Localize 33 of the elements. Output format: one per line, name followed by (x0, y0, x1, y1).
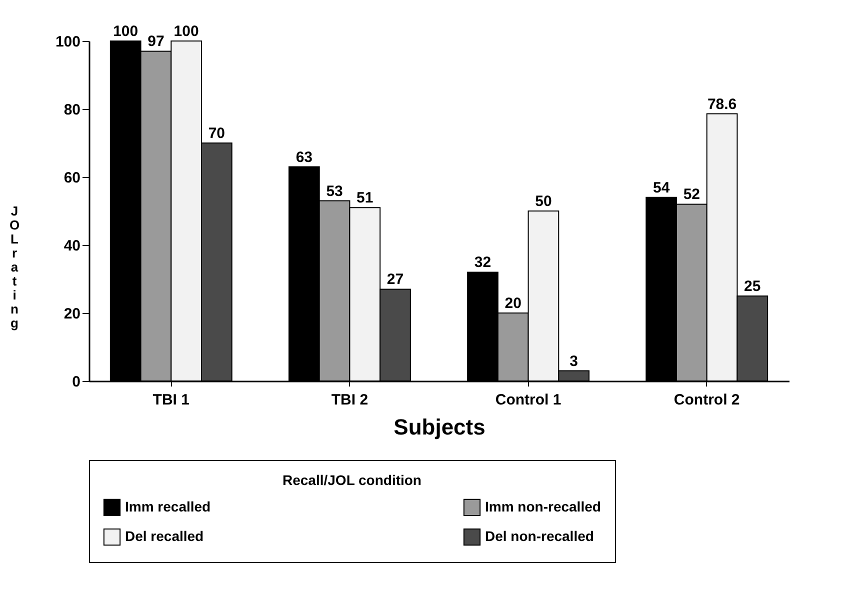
x-tick-label: TBI 2 (331, 392, 368, 408)
y-tick-label: 0 (72, 374, 80, 390)
y-tick-label: 20 (64, 306, 80, 322)
y-tick-label: 100 (55, 34, 80, 50)
legend-title: Recall/JOL condition (282, 472, 422, 488)
data-label: 20 (504, 295, 522, 312)
data-label: 27 (386, 271, 404, 288)
x-tick-label: Control 1 (495, 392, 562, 408)
data-label: 3 (570, 352, 578, 370)
legend-label: Del recalled (125, 528, 204, 544)
x-axis-title: Subjects (394, 414, 486, 440)
y-tick-label: 80 (64, 102, 80, 118)
legend-label: Del non-recalled (485, 528, 594, 544)
x-tick-label: Control 2 (674, 392, 740, 408)
legend-label: Imm recalled (125, 498, 211, 514)
y-tick-label: 40 (64, 238, 80, 254)
x-tick-label: TBI 1 (152, 392, 190, 408)
data-label: 32 (474, 254, 492, 272)
data-label: 53 (326, 182, 343, 200)
data-label: 78.6 (707, 96, 737, 113)
data-label: 97 (148, 33, 164, 50)
data-label: 100 (174, 23, 199, 40)
data-label: 51 (356, 190, 374, 207)
data-label: 50 (535, 193, 552, 210)
y-tick-label: 60 (64, 170, 80, 186)
data-label: 52 (683, 186, 700, 204)
data-label: 70 (208, 125, 226, 142)
data-label: 63 (296, 148, 313, 166)
data-label: 100 (113, 23, 138, 40)
legend-label: Imm non-recalled (485, 498, 601, 514)
data-label: 54 (652, 179, 670, 196)
text: JOL rating (9, 204, 20, 330)
data-label: 25 (744, 278, 761, 295)
